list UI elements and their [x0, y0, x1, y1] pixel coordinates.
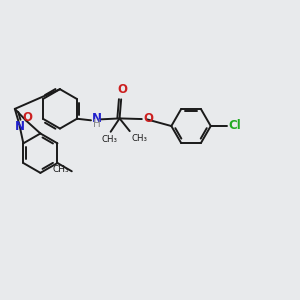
Text: N: N	[15, 120, 25, 133]
Text: Cl: Cl	[229, 119, 242, 132]
Text: CH₃: CH₃	[52, 165, 69, 174]
Text: O: O	[144, 112, 154, 124]
Text: O: O	[117, 83, 127, 96]
Text: CH₃: CH₃	[101, 135, 117, 144]
Text: CH₃: CH₃	[132, 134, 148, 143]
Text: O: O	[22, 111, 32, 124]
Text: N: N	[92, 112, 102, 125]
Text: H: H	[93, 119, 101, 129]
